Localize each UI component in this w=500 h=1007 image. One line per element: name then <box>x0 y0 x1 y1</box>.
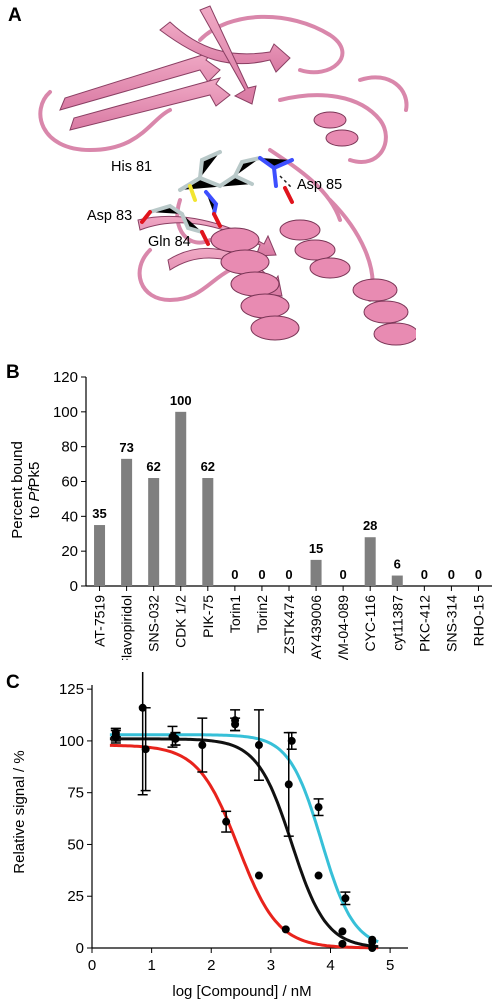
chart-b-data-label: 28 <box>363 518 377 533</box>
chart-b-y-axis-label: Percent bound to PfPk5 <box>9 441 43 539</box>
chart-c-fit-curve-1 <box>109 743 379 950</box>
chart-c-data-point <box>138 703 147 712</box>
chart-b-data-label: 0 <box>231 567 238 582</box>
chart-c-y-tick-label: 25 <box>67 888 84 905</box>
chart-c-dose-response: Relative signal / % log [Compound] / nM … <box>11 672 408 1000</box>
chart-c-y-tick-label: 50 <box>67 836 84 853</box>
chart-c-x-tick-label: 5 <box>386 957 394 974</box>
chart-b-category-label: Flavopiridol <box>119 595 135 660</box>
chart-c-data-point <box>141 745 150 754</box>
chart-b-data-label: 73 <box>119 440 133 455</box>
chart-c-data-point <box>338 939 347 948</box>
chart-b-data-label: 100 <box>170 393 192 408</box>
chart-c-data-point <box>222 817 231 826</box>
chart-b-bar <box>94 525 106 586</box>
chart-b-y-tick-label: 20 <box>61 543 78 560</box>
chart-b-y-tick-label: 60 <box>61 474 78 491</box>
chart-b-category-label: Torin2 <box>254 595 270 633</box>
chart-b-bar <box>148 478 160 586</box>
chart-c-data-point <box>287 736 296 745</box>
chart-c-data-point <box>254 871 263 880</box>
chart-b-category-label: CYC-116 <box>362 595 378 652</box>
chart-b-data-label: 62 <box>201 459 215 474</box>
chart-c-data-point <box>314 803 323 812</box>
chart-c-y-tick-label: 125 <box>59 681 84 698</box>
chart-b-data-label: 15 <box>309 541 323 556</box>
chart-b-category-label: BAY439006 <box>308 595 324 660</box>
chart-b-category-label: AT-7519 <box>92 595 108 647</box>
chart-c-data-point <box>341 894 350 903</box>
chart-b-ylabel-line1: Percent bound <box>9 441 26 539</box>
chart-c-data-point <box>368 944 377 952</box>
chart-c-y-tick-label: 0 <box>76 940 84 957</box>
chart-c-x-tick-label: 0 <box>88 957 96 974</box>
chart-b-bar <box>364 537 376 586</box>
chart-c-data-point <box>314 871 323 880</box>
chart-b-category-label: Torin1 <box>227 595 243 633</box>
chart-b-category-label: SNS-032 <box>146 595 162 652</box>
chart-b-y-tick-label: 0 <box>70 578 78 595</box>
residue-label-asp85: Asp 85 <box>297 177 343 193</box>
chart-b-data-label: 0 <box>258 567 265 582</box>
chart-b-data-label: 62 <box>146 459 160 474</box>
chart-b-data-label: 0 <box>475 567 482 582</box>
chart-b-category-label: SNS-314 <box>443 595 459 652</box>
chart-b-ylabel-line2: to PfPk5 <box>26 462 43 519</box>
protein-structure-panel: His 81 Asp 85 Asp 83 Gln 84 <box>30 0 416 346</box>
chart-b-bar <box>391 575 403 586</box>
chart-c-data-point <box>284 780 293 789</box>
chart-c-data-point <box>198 741 207 750</box>
chart-b-y-tick-label: 40 <box>61 508 78 525</box>
panel-letter-a: A <box>8 5 22 26</box>
chart-c-x-tick-label: 3 <box>267 957 275 974</box>
chart-c-data-point <box>368 935 377 944</box>
chart-c-data-point <box>254 741 263 750</box>
chart-b-bar-chart: Percent bound to PfPk5 020406080100120AT… <box>9 369 492 660</box>
chart-b-y-tick-label: 100 <box>53 404 78 421</box>
chart-b-category-label: RHO-15 <box>470 595 486 647</box>
chart-c-fit-curve-3 <box>109 733 379 944</box>
chart-c-x-tick-label: 1 <box>147 957 155 974</box>
chart-b-bar <box>310 559 322 586</box>
chart-c-fit-curve-2 <box>109 737 379 949</box>
chart-b-category-label: cyt11387 <box>389 595 405 651</box>
residue-label-gln84: Gln 84 <box>148 234 191 250</box>
chart-c-data-point <box>171 734 180 743</box>
chart-c-data-point <box>111 728 120 737</box>
chart-b-category-label: CVM-04-089 <box>335 595 351 660</box>
panel-letter-b: B <box>6 362 20 383</box>
chart-c-y-tick-label: 100 <box>59 733 84 750</box>
chart-b-data-label: 35 <box>92 506 106 521</box>
chart-b-y-tick-label: 120 <box>53 369 78 386</box>
chart-b-data-label: 0 <box>421 567 428 582</box>
residue-label-asp83: Asp 83 <box>87 208 133 224</box>
chart-b-category-label: PKC-412 <box>416 595 432 652</box>
chart-c-data-point <box>231 720 240 729</box>
chart-c-data-point <box>281 925 290 934</box>
chart-b-data-label: 0 <box>285 567 292 582</box>
chart-b-data-label: 6 <box>394 557 401 572</box>
panel-letter-c: C <box>6 672 20 693</box>
residue-label-his81: His 81 <box>111 159 153 175</box>
chart-c-xlabel: log [Compound] / nM <box>172 983 311 1000</box>
chart-b-data-label: 0 <box>448 567 455 582</box>
protein-cartoon-illustration <box>38 5 416 346</box>
chart-c-y-tick-label: 75 <box>67 785 84 802</box>
chart-b-bar <box>175 411 187 586</box>
chart-b-category-label: ZSTK474 <box>281 595 297 654</box>
chart-b-y-tick-label: 80 <box>61 439 78 456</box>
chart-c-data-point <box>338 927 347 936</box>
chart-b-bar <box>121 458 133 586</box>
chart-b-category-label: CDK 1/2 <box>173 595 189 648</box>
chart-b-data-label: 0 <box>340 567 347 582</box>
chart-c-x-tick-label: 4 <box>326 957 334 974</box>
chart-b-bar <box>202 478 214 586</box>
chart-c-x-tick-label: 2 <box>207 957 215 974</box>
chart-c-ylabel: Relative signal / % <box>11 750 28 873</box>
chart-b-category-label: PIK-75 <box>200 595 216 638</box>
